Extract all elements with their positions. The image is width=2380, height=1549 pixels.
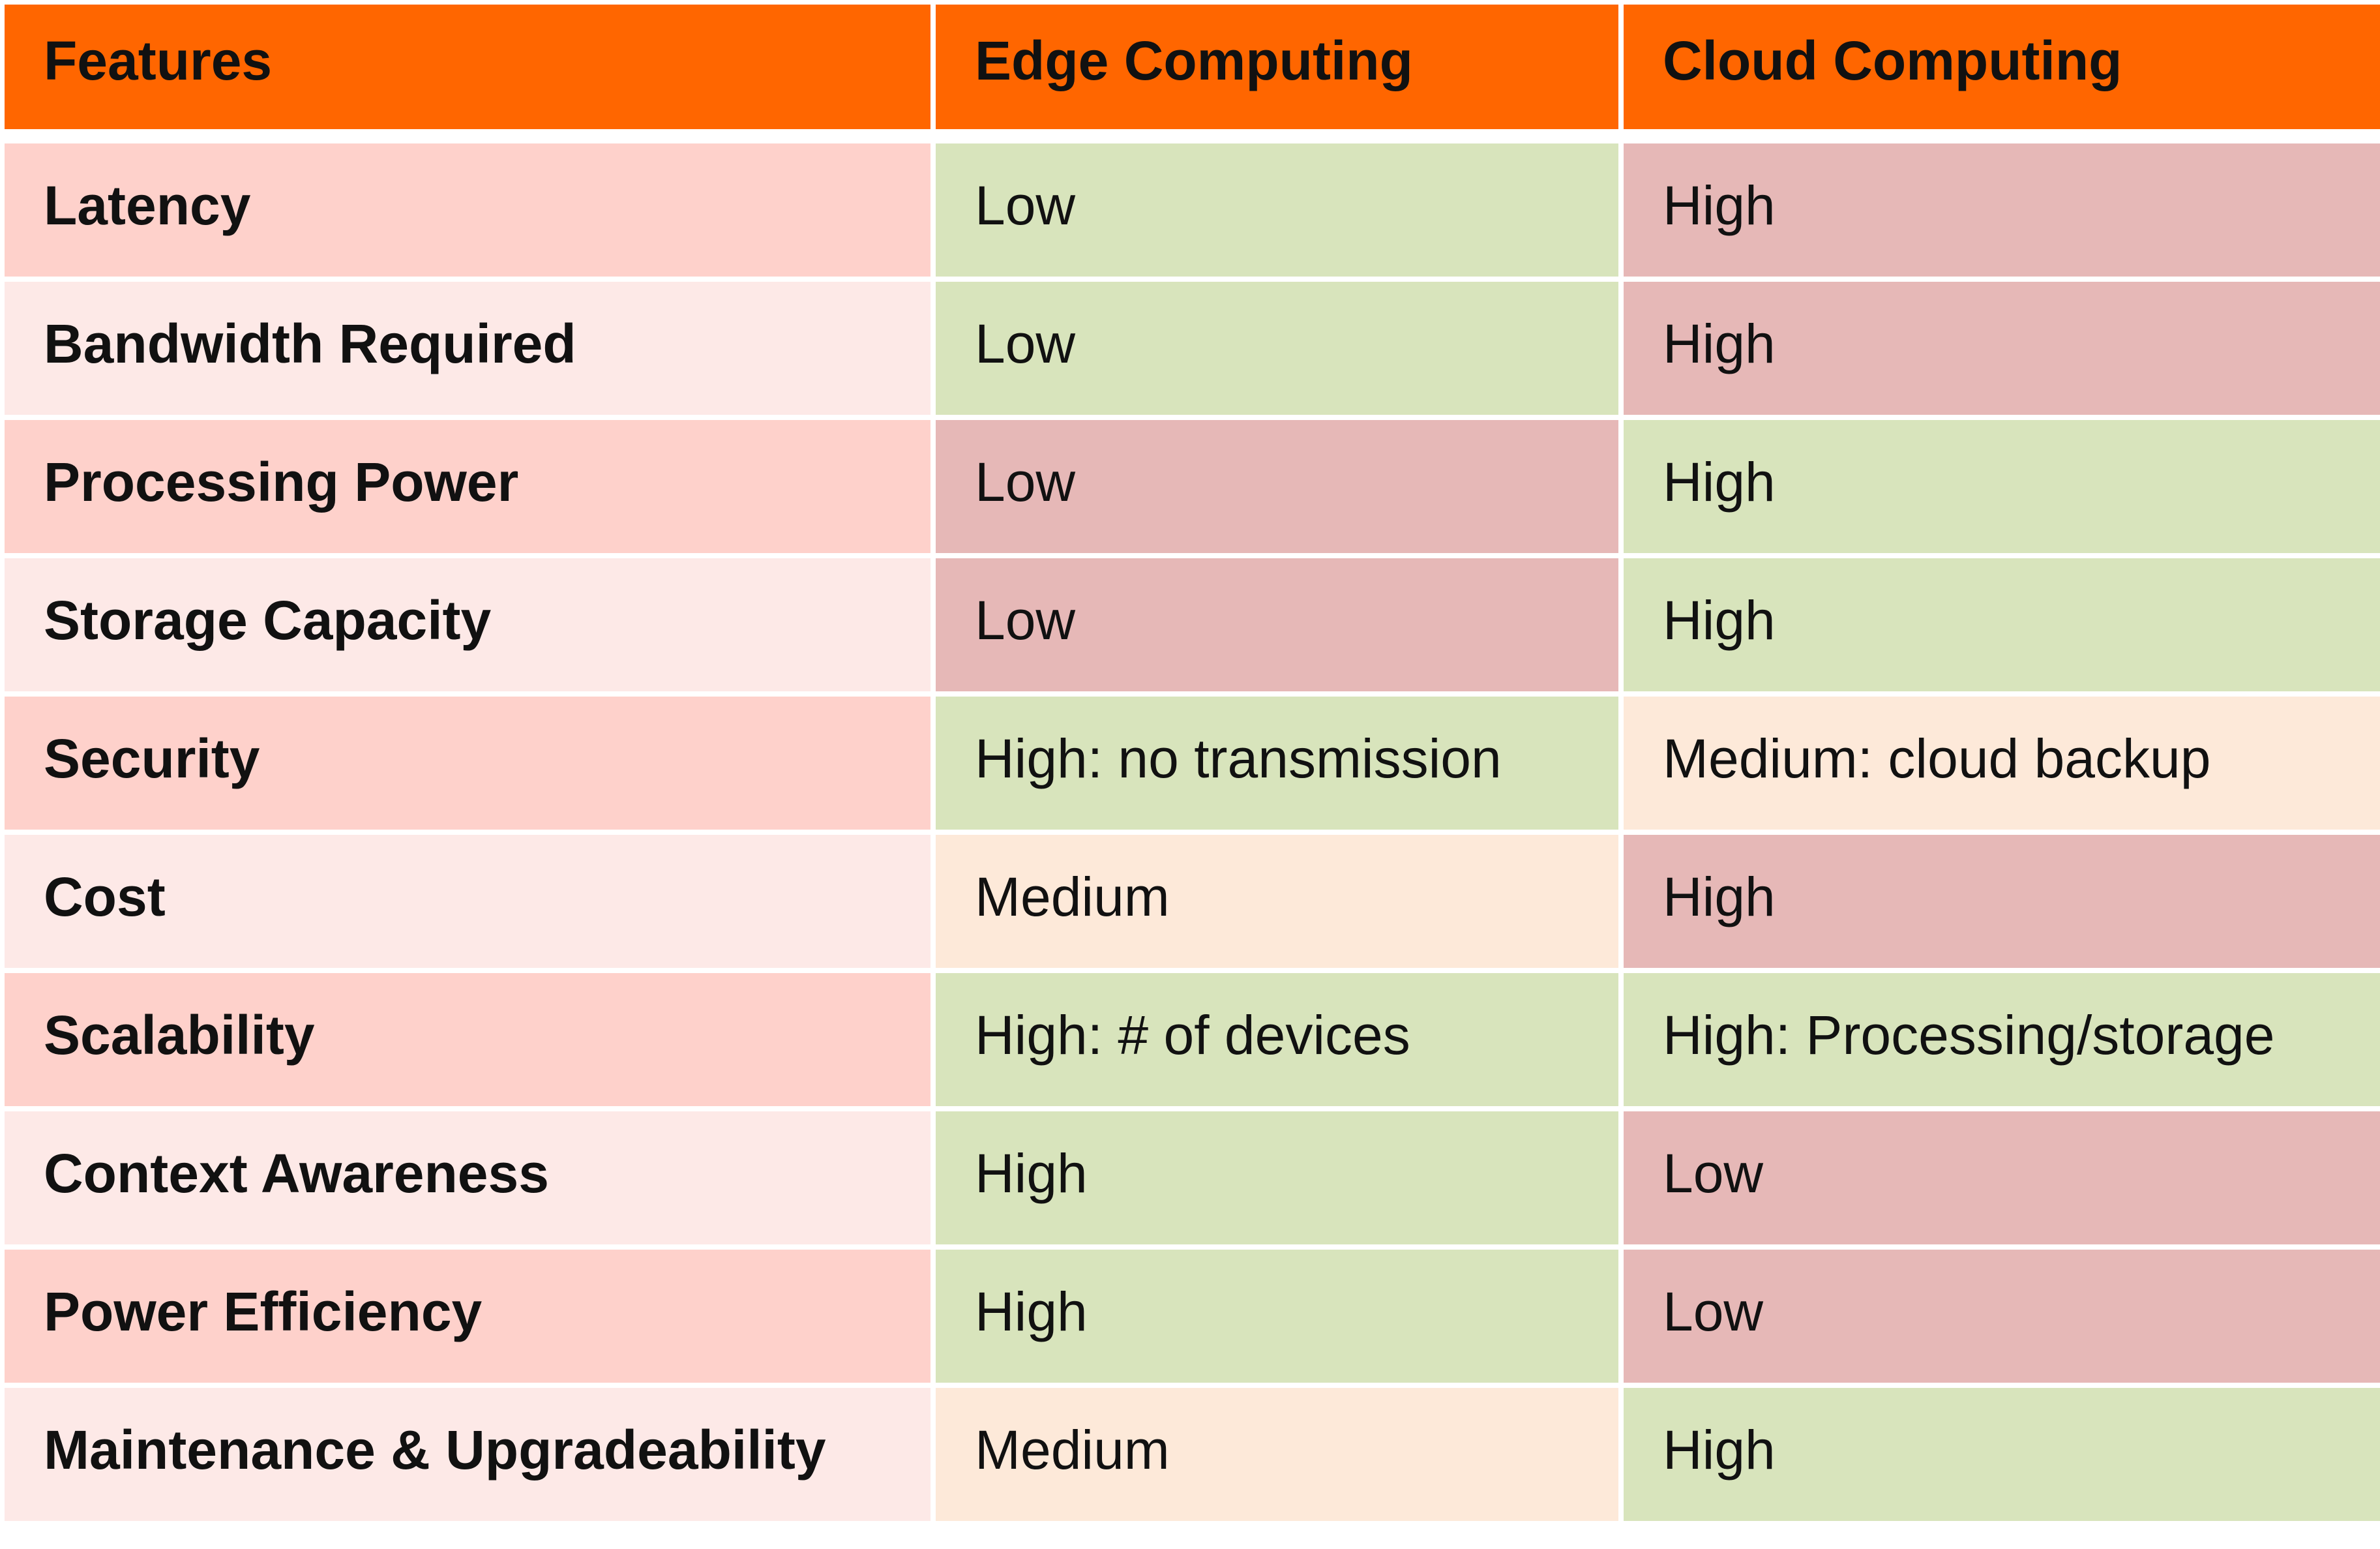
edge-power-efficiency: High (936, 1250, 1618, 1383)
header-edge-computing: Edge Computing (936, 5, 1618, 129)
cloud-context-awareness: Low (1624, 1111, 2380, 1244)
feature-processing-power: Processing Power (5, 420, 930, 553)
feature-power-efficiency: Power Efficiency (5, 1250, 930, 1383)
header-features: Features (5, 5, 930, 129)
feature-bandwidth-required: Bandwidth Required (5, 282, 930, 415)
cloud-power-efficiency: Low (1624, 1250, 2380, 1383)
feature-maintenance-upgradeability: Maintenance & Upgradeability (5, 1388, 930, 1521)
edge-security: High: no transmission (936, 697, 1618, 830)
feature-security: Security (5, 697, 930, 830)
edge-storage-capacity: Low (936, 558, 1618, 691)
edge-cost: Medium (936, 835, 1618, 968)
cloud-latency: High (1624, 143, 2380, 277)
cloud-bandwidth-required: High (1624, 282, 2380, 415)
feature-storage-capacity: Storage Capacity (5, 558, 930, 691)
edge-processing-power: Low (936, 420, 1618, 553)
edge-latency: Low (936, 143, 1618, 277)
feature-cost: Cost (5, 835, 930, 968)
cloud-maintenance-upgradeability: High (1624, 1388, 2380, 1521)
cloud-cost: High (1624, 835, 2380, 968)
feature-context-awareness: Context Awareness (5, 1111, 930, 1244)
cloud-processing-power: High (1624, 420, 2380, 553)
edge-context-awareness: High (936, 1111, 1618, 1244)
edge-bandwidth-required: Low (936, 282, 1618, 415)
edge-scalability: High: # of devices (936, 973, 1618, 1106)
cloud-security: Medium: cloud backup (1624, 697, 2380, 830)
cloud-scalability: High: Processing/storage (1624, 973, 2380, 1106)
header-cloud-computing: Cloud Computing (1624, 5, 2380, 129)
comparison-table: Features Edge Computing Cloud Computing … (5, 5, 2380, 1521)
feature-scalability: Scalability (5, 973, 930, 1106)
feature-latency: Latency (5, 143, 930, 277)
edge-maintenance-upgradeability: Medium (936, 1388, 1618, 1521)
cloud-storage-capacity: High (1624, 558, 2380, 691)
